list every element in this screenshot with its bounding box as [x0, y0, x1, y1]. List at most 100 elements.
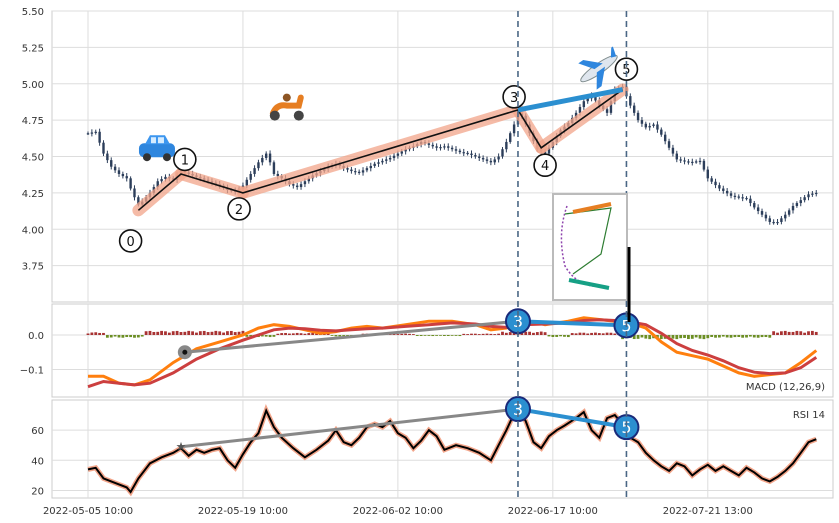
macd-histogram-bar	[810, 330, 814, 335]
price-ytick-label: 3.75	[22, 262, 44, 273]
candle-body	[629, 96, 632, 106]
macd-histogram-bar	[249, 335, 253, 337]
macd-histogram-bar	[721, 335, 725, 337]
macd-histogram-bar	[679, 335, 683, 339]
candle-body	[760, 211, 764, 215]
macd-histogram-bar	[787, 331, 791, 335]
candle-body	[768, 218, 771, 222]
candle-body	[377, 162, 380, 164]
macd-histogram-bar	[86, 333, 90, 335]
macd-histogram-bar	[90, 332, 94, 335]
macd-histogram-bar	[411, 334, 415, 335]
macd-histogram-bar	[764, 335, 768, 338]
macd-histogram-bar	[315, 333, 318, 335]
candle-body	[764, 214, 768, 219]
macd-histogram-bar	[299, 333, 303, 335]
candle-body	[799, 200, 802, 204]
macd-histogram-bar	[535, 332, 539, 335]
candle-body	[369, 165, 372, 169]
x-tick-label: 2022-07-21 13:00	[663, 506, 753, 517]
macd-histogram-bar	[613, 333, 617, 335]
rsi-trendline	[180, 407, 519, 449]
price-ytick-label: 4.00	[22, 225, 44, 236]
macd-histogram-bar	[718, 335, 721, 338]
macd-histogram-bar	[431, 335, 435, 337]
candle-body	[687, 161, 690, 163]
candle-body	[117, 170, 121, 174]
macd-histogram-bar	[473, 333, 477, 335]
macd-histogram-bar	[233, 332, 237, 335]
macd-histogram-bar	[241, 330, 245, 335]
candle-body	[702, 160, 706, 170]
candle-body	[156, 181, 159, 188]
rsi-panel: 20 40 60 ★ 3 5 RSI 14	[31, 396, 834, 499]
candle-body	[125, 176, 128, 179]
rsi-ytick-label: 60	[31, 426, 44, 437]
macd-histogram-bar	[303, 333, 307, 335]
macd-histogram-bar	[776, 332, 779, 335]
candle-body	[392, 155, 396, 158]
candle-body	[671, 147, 675, 154]
macd-histogram-bar	[113, 335, 117, 337]
candle-body	[578, 107, 582, 113]
zigzag-line	[137, 88, 624, 211]
wave-label-1: 1	[181, 153, 189, 168]
candle-body	[706, 169, 709, 179]
macd-histogram-bar	[799, 331, 803, 335]
airplane-wing	[578, 59, 603, 70]
price-panel: 3.75 4.00 4.25 4.50 4.75 5.00 5.25 5.50 0 1 2 3 4 5	[22, 7, 834, 303]
candle-body	[245, 179, 249, 186]
macd-histogram-bar	[214, 330, 218, 335]
x-tick-label: 2022-06-17 10:00	[508, 506, 598, 517]
macd-histogram-bar	[342, 335, 346, 336]
candle-body	[745, 197, 748, 200]
candle-body	[648, 125, 651, 128]
candle-body	[660, 129, 663, 135]
macd-histogram-bar	[446, 335, 450, 336]
candle-body	[753, 203, 756, 208]
rsi-label-3: 3	[513, 400, 523, 419]
thumbnail-band	[572, 202, 612, 214]
macd-histogram-bar	[105, 335, 109, 338]
wave-label-3: 3	[510, 91, 518, 106]
candle-body	[261, 157, 264, 163]
rsi-series-line	[87, 407, 817, 494]
macd-histogram-bar	[423, 335, 427, 336]
candle-body	[679, 159, 682, 161]
candle-body	[466, 152, 469, 155]
macd-frame	[51, 303, 834, 398]
macd-histogram-bar	[117, 335, 121, 338]
candle-body	[121, 173, 125, 177]
macd-histogram-bar	[396, 334, 400, 335]
candle-body	[644, 123, 648, 128]
macd-histogram-bar	[582, 332, 586, 335]
pattern-thumbnail-icon	[552, 193, 628, 301]
macd-histogram-bar	[729, 335, 733, 338]
macd-divergence-line	[517, 319, 627, 328]
candle-body	[299, 184, 303, 188]
macd-histogram-bar	[195, 332, 198, 335]
candle-body	[450, 147, 454, 150]
candle-body	[505, 141, 508, 150]
macd-histogram-bar	[136, 335, 140, 338]
macd-histogram-bar	[667, 335, 671, 338]
macd-histogram-bar	[125, 335, 129, 338]
macd-histogram-bar	[814, 331, 818, 335]
macd-histogram-bar	[710, 335, 714, 337]
thumbnail-curve	[560, 205, 608, 288]
candle-body	[276, 173, 280, 177]
macd-histogram-bar	[133, 335, 136, 338]
candle-body	[493, 159, 496, 163]
candle-body	[400, 151, 403, 154]
macd-histogram-bar	[439, 335, 442, 336]
candle-body	[404, 149, 407, 152]
macd-histogram-bar	[466, 334, 470, 335]
candle-body	[454, 149, 458, 151]
macd-histogram-bar	[694, 335, 698, 338]
macd-histogram-bar	[636, 335, 640, 339]
macd-histogram-bar	[601, 333, 605, 335]
macd-histogram-bar	[772, 331, 776, 335]
macd-histogram-bar	[485, 333, 489, 335]
candle-body	[478, 156, 481, 158]
